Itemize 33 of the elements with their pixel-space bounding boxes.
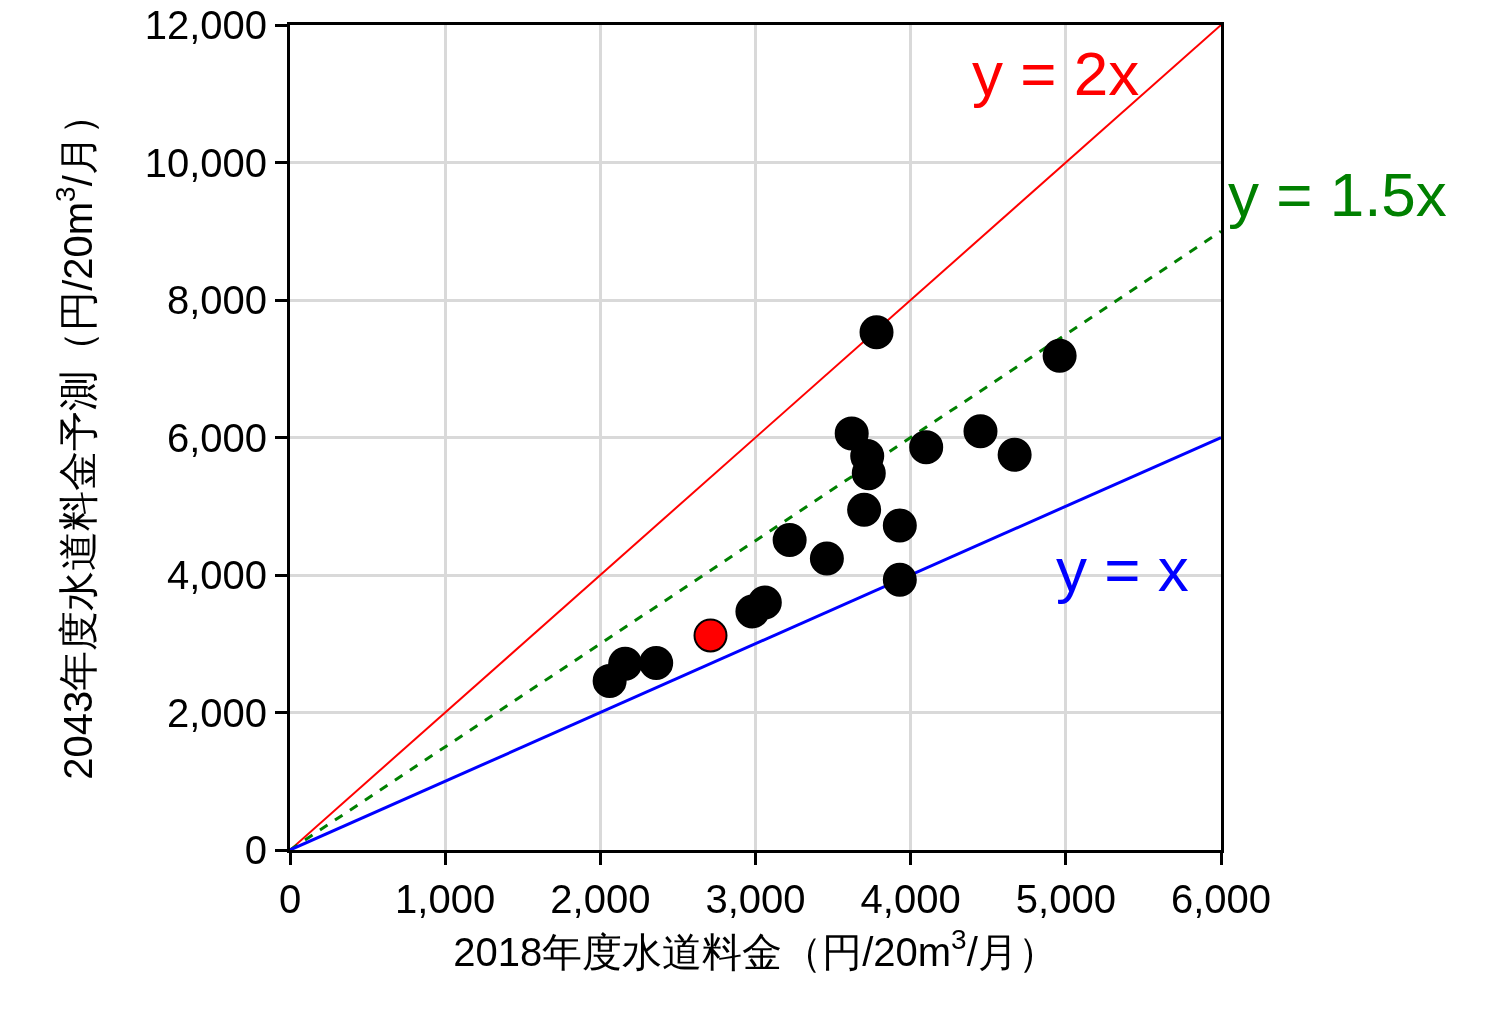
- point: [859, 315, 894, 350]
- series-label: y = x: [1056, 535, 1189, 604]
- point: [882, 562, 917, 597]
- y-tick-label: 6,000: [166, 415, 267, 460]
- x-tick-label: 6,000: [1170, 877, 1272, 921]
- point: [809, 541, 844, 576]
- x-tick-label: 3,000: [705, 877, 806, 921]
- point: [1042, 338, 1077, 373]
- point: [639, 646, 674, 680]
- x-tick-label: 5,000: [1015, 877, 1116, 921]
- x-tick-label: 1,000: [395, 877, 496, 921]
- y-tick-label: 0: [244, 828, 267, 872]
- point: [592, 663, 627, 698]
- y-tick-label: 10,000: [144, 140, 267, 185]
- y-tick-label: 2,000: [166, 690, 267, 735]
- point: [963, 414, 998, 449]
- point: [693, 618, 728, 653]
- point: [909, 430, 944, 465]
- series-label: y = 1.5x: [1228, 160, 1447, 229]
- series-label: y = 2x: [972, 39, 1140, 108]
- point: [834, 416, 869, 451]
- x-axis-title: 2018年度水道料金（円/20m$^{3}$/月）: [453, 923, 1058, 974]
- point: [735, 594, 770, 629]
- point: [997, 437, 1032, 472]
- point: [847, 492, 882, 527]
- point: [882, 508, 917, 543]
- point: [772, 522, 807, 557]
- x-tick-label: 4,000: [860, 877, 961, 921]
- x-tick-label: 2,000: [550, 877, 651, 921]
- y-tick-label: 8,000: [166, 278, 267, 322]
- y-tick-label: 12,000: [144, 3, 267, 47]
- x-tick-label: 0: [278, 877, 302, 921]
- y-tick-label: 4,000: [166, 553, 267, 597]
